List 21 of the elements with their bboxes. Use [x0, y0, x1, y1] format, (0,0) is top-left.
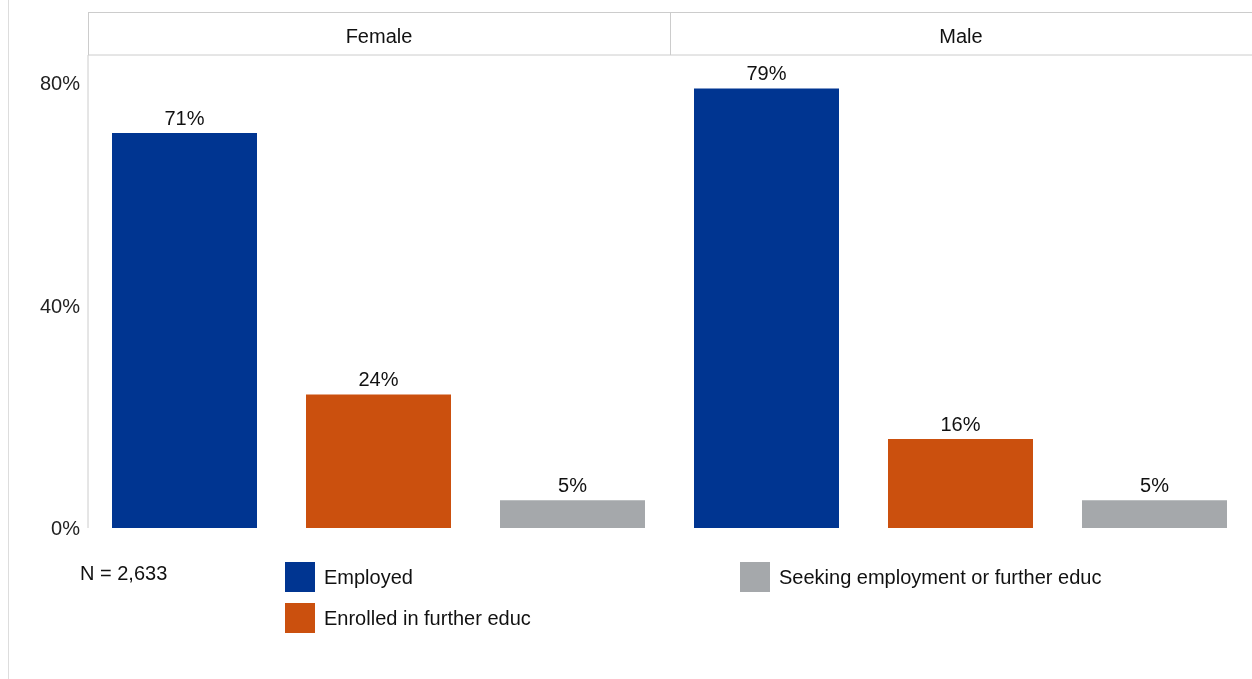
- y-tick-label: 40%: [39, 294, 81, 317]
- data-label: 5%: [1140, 474, 1170, 497]
- data-label: 79%: [746, 62, 787, 85]
- data-label: 5%: [558, 474, 588, 497]
- bar: [500, 500, 645, 528]
- legend-label: Employed: [323, 564, 413, 590]
- data-label: 71%: [164, 106, 205, 129]
- x-tick-label: Female: [345, 25, 413, 47]
- text: N = 2,633: [80, 562, 168, 585]
- data-label: 24%: [358, 368, 399, 391]
- bar: [694, 88, 839, 528]
- bar: [306, 394, 451, 528]
- bar: [1082, 500, 1227, 528]
- bar: [888, 438, 1033, 528]
- x-tick-label: Male: [939, 25, 983, 47]
- legend-label: Seeking employment or further educ: [778, 564, 1102, 590]
- legend-label: Enrolled in further educ: [323, 605, 531, 631]
- bar: [112, 132, 257, 528]
- data-label: 16%: [940, 412, 981, 435]
- y-tick-label: 0%: [51, 517, 81, 540]
- y-tick-label: 80%: [39, 71, 81, 94]
